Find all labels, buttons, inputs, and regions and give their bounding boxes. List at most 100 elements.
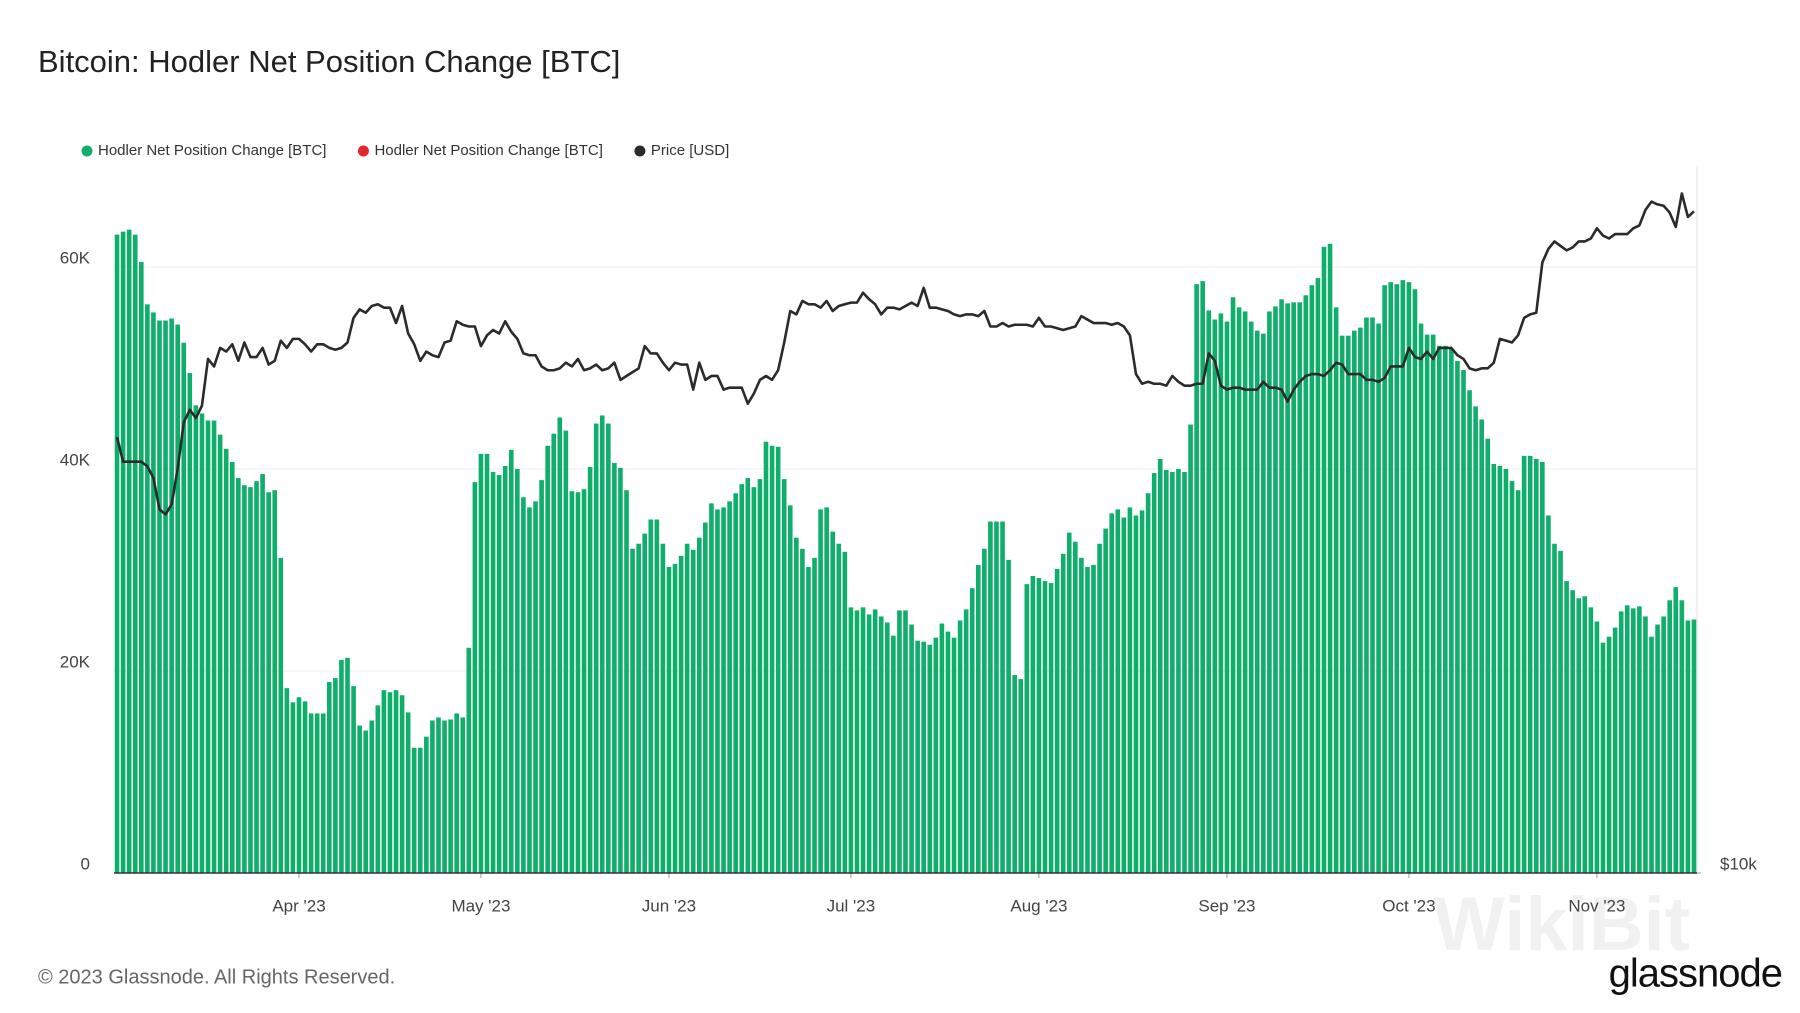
- bar: [1321, 246, 1327, 874]
- bar: [1182, 472, 1187, 873]
- bar: [739, 484, 745, 873]
- bar: [1236, 307, 1242, 873]
- bar: [399, 695, 405, 873]
- bar: [1370, 317, 1375, 873]
- bar: [927, 644, 933, 873]
- bar: [636, 543, 641, 873]
- bar: [1079, 557, 1084, 873]
- bar: [1436, 345, 1442, 873]
- bar: [703, 522, 708, 873]
- bar: [1455, 360, 1460, 873]
- bar-series: [114, 229, 1697, 874]
- bar: [151, 312, 156, 873]
- bar: [982, 548, 987, 873]
- bar: [1449, 348, 1454, 873]
- bar: [654, 519, 660, 873]
- bar: [138, 261, 144, 873]
- bar: [854, 610, 860, 873]
- legend-item[interactable]: Hodler Net Position Change [BTC]: [81, 142, 327, 159]
- bar: [1691, 619, 1697, 873]
- price-line: [115, 192, 1695, 516]
- bar: [551, 433, 557, 873]
- x-tick-label: Aug '23: [1010, 896, 1067, 915]
- bar: [1309, 285, 1315, 873]
- x-tick-label: Jul '23: [827, 896, 876, 915]
- bar: [1230, 297, 1236, 873]
- bar: [921, 641, 927, 873]
- bar: [794, 537, 799, 873]
- bar: [1430, 334, 1436, 873]
- bar: [508, 449, 514, 873]
- bar: [533, 501, 538, 873]
- bar: [308, 713, 314, 873]
- bar: [897, 610, 902, 873]
- legend-label: Hodler Net Position Change [BTC]: [98, 142, 326, 159]
- bar: [903, 610, 908, 873]
- bar: [1485, 438, 1491, 873]
- bar: [145, 304, 150, 873]
- bar: [254, 481, 259, 873]
- bar: [945, 631, 951, 873]
- bar: [454, 713, 459, 873]
- y2-tick-label: $10k: [1720, 854, 1757, 873]
- bar: [339, 659, 344, 873]
- bar: [939, 623, 945, 873]
- bar: [351, 686, 356, 873]
- bar: [357, 725, 362, 873]
- bar: [1315, 278, 1321, 873]
- bar: [290, 702, 296, 873]
- bar: [1188, 424, 1193, 873]
- bar: [1339, 335, 1345, 873]
- bar: [1133, 515, 1139, 873]
- bar: [1424, 334, 1430, 873]
- bar: [1060, 553, 1066, 873]
- bar: [466, 647, 472, 873]
- bar: [1479, 419, 1484, 873]
- bar: [1400, 280, 1406, 873]
- bar: [521, 497, 526, 873]
- bar: [1685, 620, 1691, 873]
- bar: [666, 566, 672, 873]
- bar: [599, 415, 605, 873]
- legend-marker: [81, 145, 93, 157]
- footer: © 2023 Glassnode. All Rights Reserved.: [38, 966, 395, 988]
- bar: [1637, 606, 1642, 873]
- bar: [1030, 576, 1036, 873]
- bar: [975, 564, 981, 873]
- bar: [1163, 470, 1169, 873]
- bar: [581, 489, 587, 873]
- bar: [302, 701, 308, 873]
- bar: [1066, 532, 1072, 873]
- bar: [1091, 564, 1096, 873]
- bar: [1491, 463, 1497, 873]
- bar: [745, 478, 751, 873]
- bar: [266, 492, 271, 873]
- x-tick-label: Jun '23: [642, 896, 696, 915]
- bar: [1254, 330, 1260, 873]
- legend-item[interactable]: Hodler Net Position Change [BTC]: [357, 142, 603, 159]
- chart-title: Bitcoin: Hodler Net Position Change [BTC…: [38, 44, 620, 79]
- bar: [684, 543, 690, 873]
- bar: [800, 548, 805, 873]
- bar: [1679, 600, 1685, 873]
- x-tick-label: May '23: [451, 896, 510, 915]
- bar: [1291, 302, 1296, 874]
- legend-item[interactable]: Price [USD]: [634, 142, 729, 159]
- bar: [375, 705, 381, 873]
- bar: [1176, 469, 1181, 873]
- bar: [569, 491, 575, 873]
- bar: [1558, 550, 1563, 873]
- brand-logo: glassnode: [1609, 952, 1782, 996]
- bar: [1473, 406, 1478, 873]
- bar: [624, 490, 629, 873]
- bar: [806, 566, 811, 873]
- bar: [891, 635, 896, 873]
- bar: [915, 640, 920, 873]
- bar: [678, 555, 684, 873]
- bar: [1127, 507, 1133, 873]
- bar: [660, 543, 666, 873]
- bar: [1649, 636, 1654, 873]
- bar: [1352, 330, 1357, 873]
- bar: [1418, 323, 1424, 873]
- bar: [612, 462, 617, 873]
